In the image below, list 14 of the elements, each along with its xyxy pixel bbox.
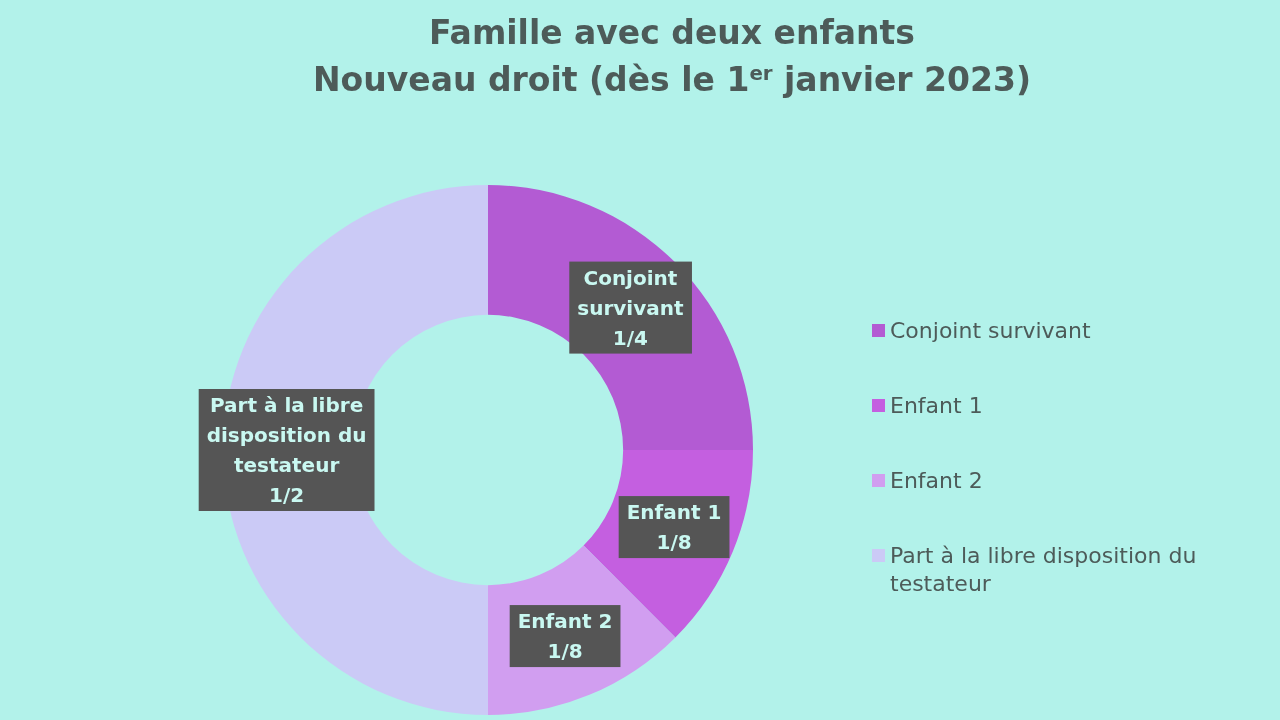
chart-subtitle: Nouveau droit (dès le 1$^{er}$ janvier 2023) xyxy=(312,60,1032,99)
legend-label: Conjoint survivant xyxy=(890,318,1092,343)
slice-label: Enfant 1 xyxy=(626,500,722,525)
slice-label: Part à la libre disposition du testateur xyxy=(206,393,367,477)
chart-title: Famille avec deux enfants xyxy=(429,13,915,52)
data-label: 1/2 xyxy=(269,483,305,507)
legend-label: Enfant 1 xyxy=(890,393,983,418)
data-label: 1/4 xyxy=(612,325,648,350)
data-label: 1/8 xyxy=(547,639,583,664)
slice-label: Enfant 2 xyxy=(517,609,613,634)
slice-label: Conjoint survivant xyxy=(577,265,684,320)
data-label: 1/8 xyxy=(656,530,692,555)
legend-label: Part à la libre disposition du testateur xyxy=(890,543,1197,596)
legend-label: Enfant 2 xyxy=(890,468,983,493)
